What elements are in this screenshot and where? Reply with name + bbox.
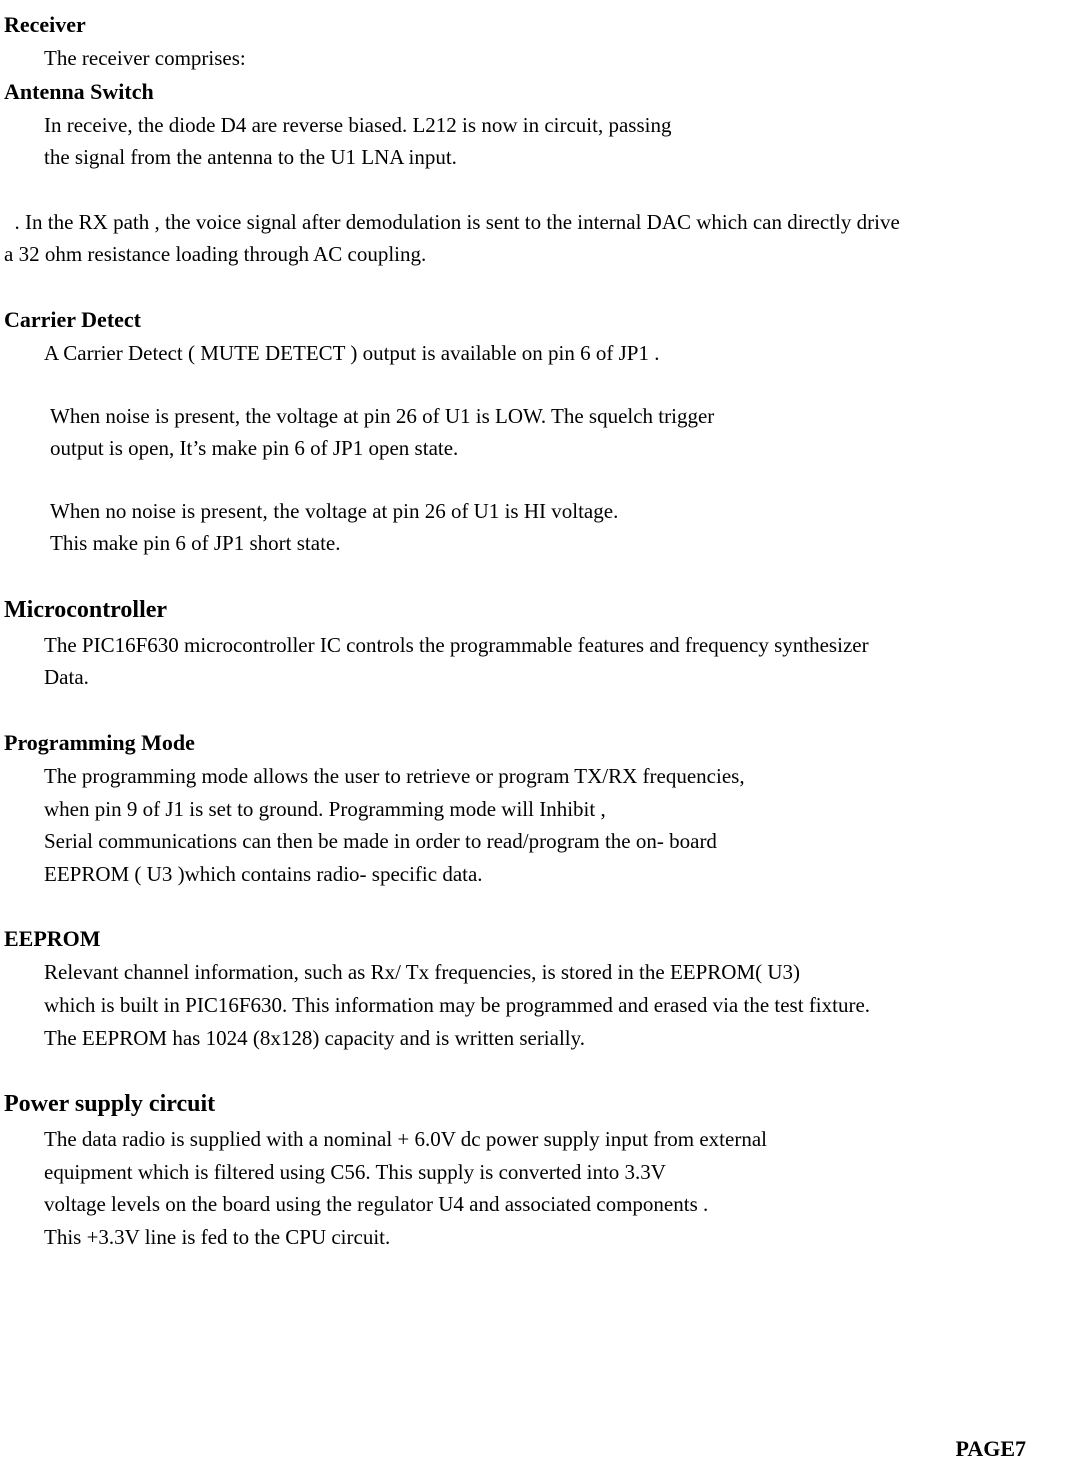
power-line2: equipment which is filtered using C56. T… bbox=[4, 1156, 1054, 1189]
carrier-line1: A Carrier Detect ( MUTE DETECT ) output … bbox=[4, 337, 1054, 370]
rxpath-line1: . In the RX path , the voice signal afte… bbox=[4, 206, 1054, 239]
eeprom-line3: The EEPROM has 1024 (8x128) capacity and… bbox=[4, 1022, 1054, 1055]
carrier-nonoise1a: When no noise is bbox=[50, 499, 200, 523]
receiver-intro: The receiver comprises: bbox=[4, 42, 1054, 75]
power-line4: This +3.3V line is fed to the CPU circui… bbox=[4, 1221, 1054, 1254]
prog-line4: EEPROM ( U3 )which contains radio- speci… bbox=[4, 858, 1054, 891]
carrier-nonoise1: When no noise is present, the voltage at… bbox=[4, 495, 1054, 528]
micro-line1: The PIC16F630 microcontroller IC control… bbox=[4, 629, 1054, 662]
antenna-line1: In receive, the diode D4 are reverse bia… bbox=[4, 109, 1054, 142]
eeprom-line1: Relevant channel information, such as Rx… bbox=[4, 956, 1054, 989]
eeprom-line2: which is built in PIC16F630. This inform… bbox=[4, 989, 1054, 1022]
prog-line1: The programming mode allows the user to … bbox=[4, 760, 1054, 793]
power-line1: The data radio is supplied with a nomina… bbox=[4, 1123, 1054, 1156]
heading-microcontroller: Microcontroller bbox=[4, 592, 1054, 629]
power-line3: voltage levels on the board using the re… bbox=[4, 1188, 1054, 1221]
heading-programming-mode: Programming Mode bbox=[4, 726, 1054, 760]
heading-power-supply: Power supply circuit bbox=[4, 1086, 1054, 1123]
antenna-line2: the signal from the antenna to the U1 LN… bbox=[4, 141, 1054, 174]
prog-line2: when pin 9 of J1 is set to ground. Progr… bbox=[4, 793, 1054, 826]
heading-antenna-switch: Antenna Switch bbox=[4, 75, 1054, 109]
prog-line3: Serial communications can then be made i… bbox=[4, 825, 1054, 858]
micro-line2: Data. bbox=[4, 661, 1054, 694]
heading-eeprom: EEPROM bbox=[4, 922, 1054, 956]
rxpath-line2: a 32 ohm resistance loading through AC c… bbox=[4, 238, 1054, 271]
heading-receiver: Receiver bbox=[4, 8, 1054, 42]
carrier-noise1: When noise is present, the voltage at pi… bbox=[4, 400, 1054, 433]
carrier-nonoise1b: present, the bbox=[200, 499, 305, 523]
carrier-nonoise1c: voltage at pin 26 of U1 is HI voltage. bbox=[305, 499, 618, 523]
carrier-noise2: output is open, It’s make pin 6 of JP1 o… bbox=[4, 432, 1054, 465]
carrier-nonoise2: This make pin 6 of JP1 short state. bbox=[4, 527, 1054, 560]
heading-carrier-detect: Carrier Detect bbox=[4, 303, 1054, 337]
page-number: PAGE7 bbox=[956, 1432, 1026, 1466]
